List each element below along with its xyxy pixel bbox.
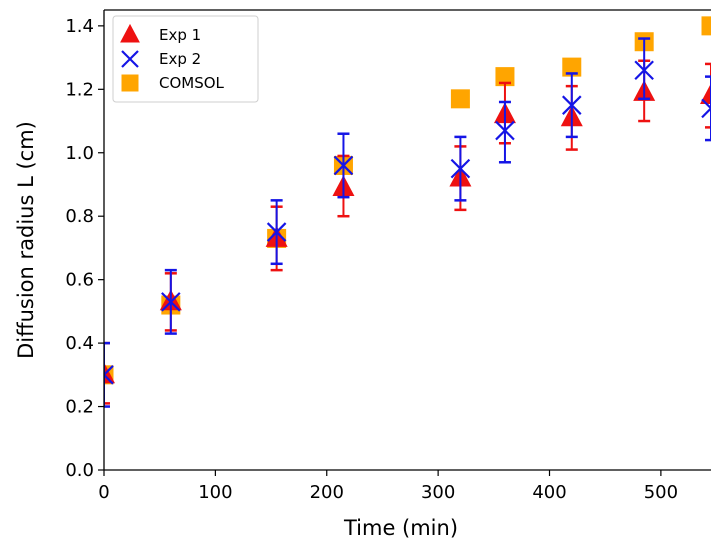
legend-label: Exp 1 <box>159 26 201 44</box>
y-tick-label: 1.4 <box>65 16 94 37</box>
x-tick-label: 0 <box>98 482 109 503</box>
x-marker-stroke <box>562 95 582 115</box>
x-marker-stroke <box>450 158 471 179</box>
comsol-point <box>562 57 582 77</box>
legend-exp2-marker <box>121 50 139 68</box>
exp2-point <box>450 158 471 179</box>
y-tick-label: 0.0 <box>65 460 94 481</box>
exp2-errorbar <box>498 100 511 164</box>
exp1-errorbar <box>705 62 711 129</box>
y-tick-label: 0.8 <box>65 206 94 227</box>
x-marker-stroke <box>104 365 114 377</box>
x-marker-stroke <box>495 120 515 141</box>
x-axis-label: Time (min) <box>343 516 458 540</box>
legend-box <box>112 15 259 103</box>
legend-exp1-marker <box>120 23 140 43</box>
y-tick-label: 1.0 <box>65 143 94 164</box>
x-marker-stroke <box>634 60 654 81</box>
x-marker-stroke <box>104 373 114 385</box>
exp2-point <box>562 95 582 115</box>
exp2-point <box>634 60 654 81</box>
y-axis-label: Diffusion radius L (cm) <box>14 121 38 359</box>
x-tick-label: 300 <box>421 482 455 503</box>
exp2-point <box>266 222 287 242</box>
x-tick-label: 400 <box>532 482 566 503</box>
exp2-point <box>701 98 711 119</box>
x-marker-stroke <box>333 155 354 176</box>
axes-layer <box>103 9 711 471</box>
x-tick-label: 500 <box>644 482 678 503</box>
y-tick-label: 0.2 <box>65 397 94 418</box>
exp2-errorbar <box>638 37 651 101</box>
x-tick-label: 100 <box>198 482 232 503</box>
y-tick-label: 0.4 <box>65 333 94 354</box>
x-tick-label: 200 <box>310 482 344 503</box>
exp2-point <box>495 120 515 141</box>
x-marker-stroke <box>266 222 287 242</box>
comsol-point <box>701 16 711 36</box>
y-tick-label: 1.2 <box>65 79 94 100</box>
exp2-errorbar <box>705 75 711 142</box>
legend-label: Exp 2 <box>159 50 201 68</box>
legend-label: COMSOL <box>159 74 225 92</box>
x-marker-stroke <box>701 98 711 110</box>
x-marker-stroke <box>161 292 181 312</box>
legend: Exp 1 Exp 2 COMSOL <box>112 15 259 103</box>
exp2-point <box>104 365 114 385</box>
comsol-point <box>450 89 470 109</box>
comsol-point <box>495 67 515 87</box>
exp2-point <box>161 292 181 312</box>
y-tick-label: 0.6 <box>65 270 94 291</box>
x-marker-stroke <box>121 50 139 68</box>
x-marker-stroke <box>701 106 711 119</box>
exp2-errorbar <box>104 341 110 408</box>
plot-data-layer <box>104 16 711 408</box>
exp1-point <box>700 83 711 105</box>
ticks-layer: 0 100 200 300 400 500 0.0 0.2 0.4 0.6 0.8 1.0 1.2 1.4 <box>65 16 678 503</box>
legend-comsol-marker <box>121 74 139 92</box>
exp2-point <box>333 155 354 176</box>
